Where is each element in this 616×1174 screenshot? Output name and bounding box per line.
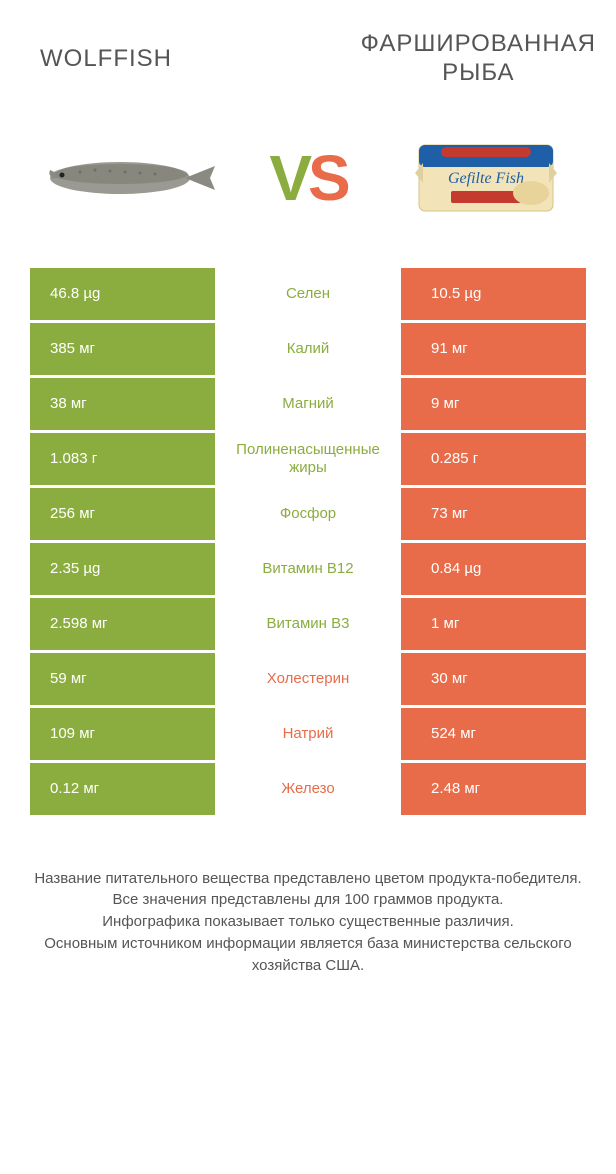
comparison-table: 46.8 µgСелен10.5 µg385 мгКалий91 мг38 мг… (0, 268, 616, 815)
cell-left: 109 мг (30, 708, 215, 760)
title-right-line1: ФАРШИРОВАННАЯ (361, 30, 596, 57)
cell-right: 0.285 г (401, 433, 586, 485)
cell-left: 256 мг (30, 488, 215, 540)
table-row: 38 мгМагний9 мг (30, 378, 586, 430)
table-row: 385 мгКалий91 мг (30, 323, 586, 375)
cell-right: 2.48 мг (401, 763, 586, 815)
footer-line-2: Все значения представлены для 100 граммо… (30, 889, 586, 911)
images-row: VS Gefilte Fish (0, 108, 616, 268)
svg-text:Gefilte Fish: Gefilte Fish (448, 170, 524, 187)
cell-nutrient: Холестерин (215, 653, 401, 705)
cell-left: 385 мг (30, 323, 215, 375)
title-left: WOLFFISH (40, 45, 172, 73)
cell-right: 1 мг (401, 598, 586, 650)
table-row: 2.35 µgВитамин B120.84 µg (30, 543, 586, 595)
title-right: ФАРШИРОВАННАЯ РЫБА (361, 30, 596, 88)
cell-left: 1.083 г (30, 433, 215, 485)
cell-nutrient: Витамин B12 (215, 543, 401, 595)
cell-left: 46.8 µg (30, 268, 215, 320)
cell-right: 30 мг (401, 653, 586, 705)
gefilte-image: Gefilte Fish (396, 128, 576, 228)
vs-label: VS (269, 141, 346, 215)
table-row: 109 мгНатрий524 мг (30, 708, 586, 760)
fish-icon (40, 148, 220, 208)
cell-nutrient: Полиненасыщенные жиры (215, 433, 401, 485)
cell-nutrient: Калий (215, 323, 401, 375)
cell-right: 9 мг (401, 378, 586, 430)
wolffish-image (40, 128, 220, 228)
cell-nutrient: Селен (215, 268, 401, 320)
footer-line-3: Инфографика показывает только существенн… (30, 911, 586, 933)
cell-left: 0.12 мг (30, 763, 215, 815)
cell-left: 59 мг (30, 653, 215, 705)
cell-nutrient: Магний (215, 378, 401, 430)
cell-nutrient: Фосфор (215, 488, 401, 540)
cell-nutrient: Витамин B3 (215, 598, 401, 650)
table-row: 46.8 µgСелен10.5 µg (30, 268, 586, 320)
footer-line-4: Основным источником информации является … (30, 933, 586, 977)
table-row: 256 мгФосфор73 мг (30, 488, 586, 540)
table-row: 0.12 мгЖелезо2.48 мг (30, 763, 586, 815)
cell-right: 0.84 µg (401, 543, 586, 595)
table-row: 59 мгХолестерин30 мг (30, 653, 586, 705)
table-row: 2.598 мгВитамин B31 мг (30, 598, 586, 650)
title-right-line2: РЫБА (442, 59, 514, 86)
footer-line-1: Название питательного вещества представл… (30, 868, 586, 890)
cell-right: 73 мг (401, 488, 586, 540)
cell-left: 38 мг (30, 378, 215, 430)
cell-right: 10.5 µg (401, 268, 586, 320)
package-icon: Gefilte Fish (411, 133, 561, 223)
table-row: 1.083 гПолиненасыщенные жиры0.285 г (30, 433, 586, 485)
header: WOLFFISH ФАРШИРОВАННАЯ РЫБА (0, 0, 616, 108)
vs-s: S (308, 142, 347, 214)
cell-nutrient: Натрий (215, 708, 401, 760)
cell-nutrient: Железо (215, 763, 401, 815)
cell-left: 2.35 µg (30, 543, 215, 595)
footer-notes: Название питательного вещества представл… (0, 818, 616, 977)
vs-v: V (269, 142, 308, 214)
cell-left: 2.598 мг (30, 598, 215, 650)
cell-right: 91 мг (401, 323, 586, 375)
cell-right: 524 мг (401, 708, 586, 760)
